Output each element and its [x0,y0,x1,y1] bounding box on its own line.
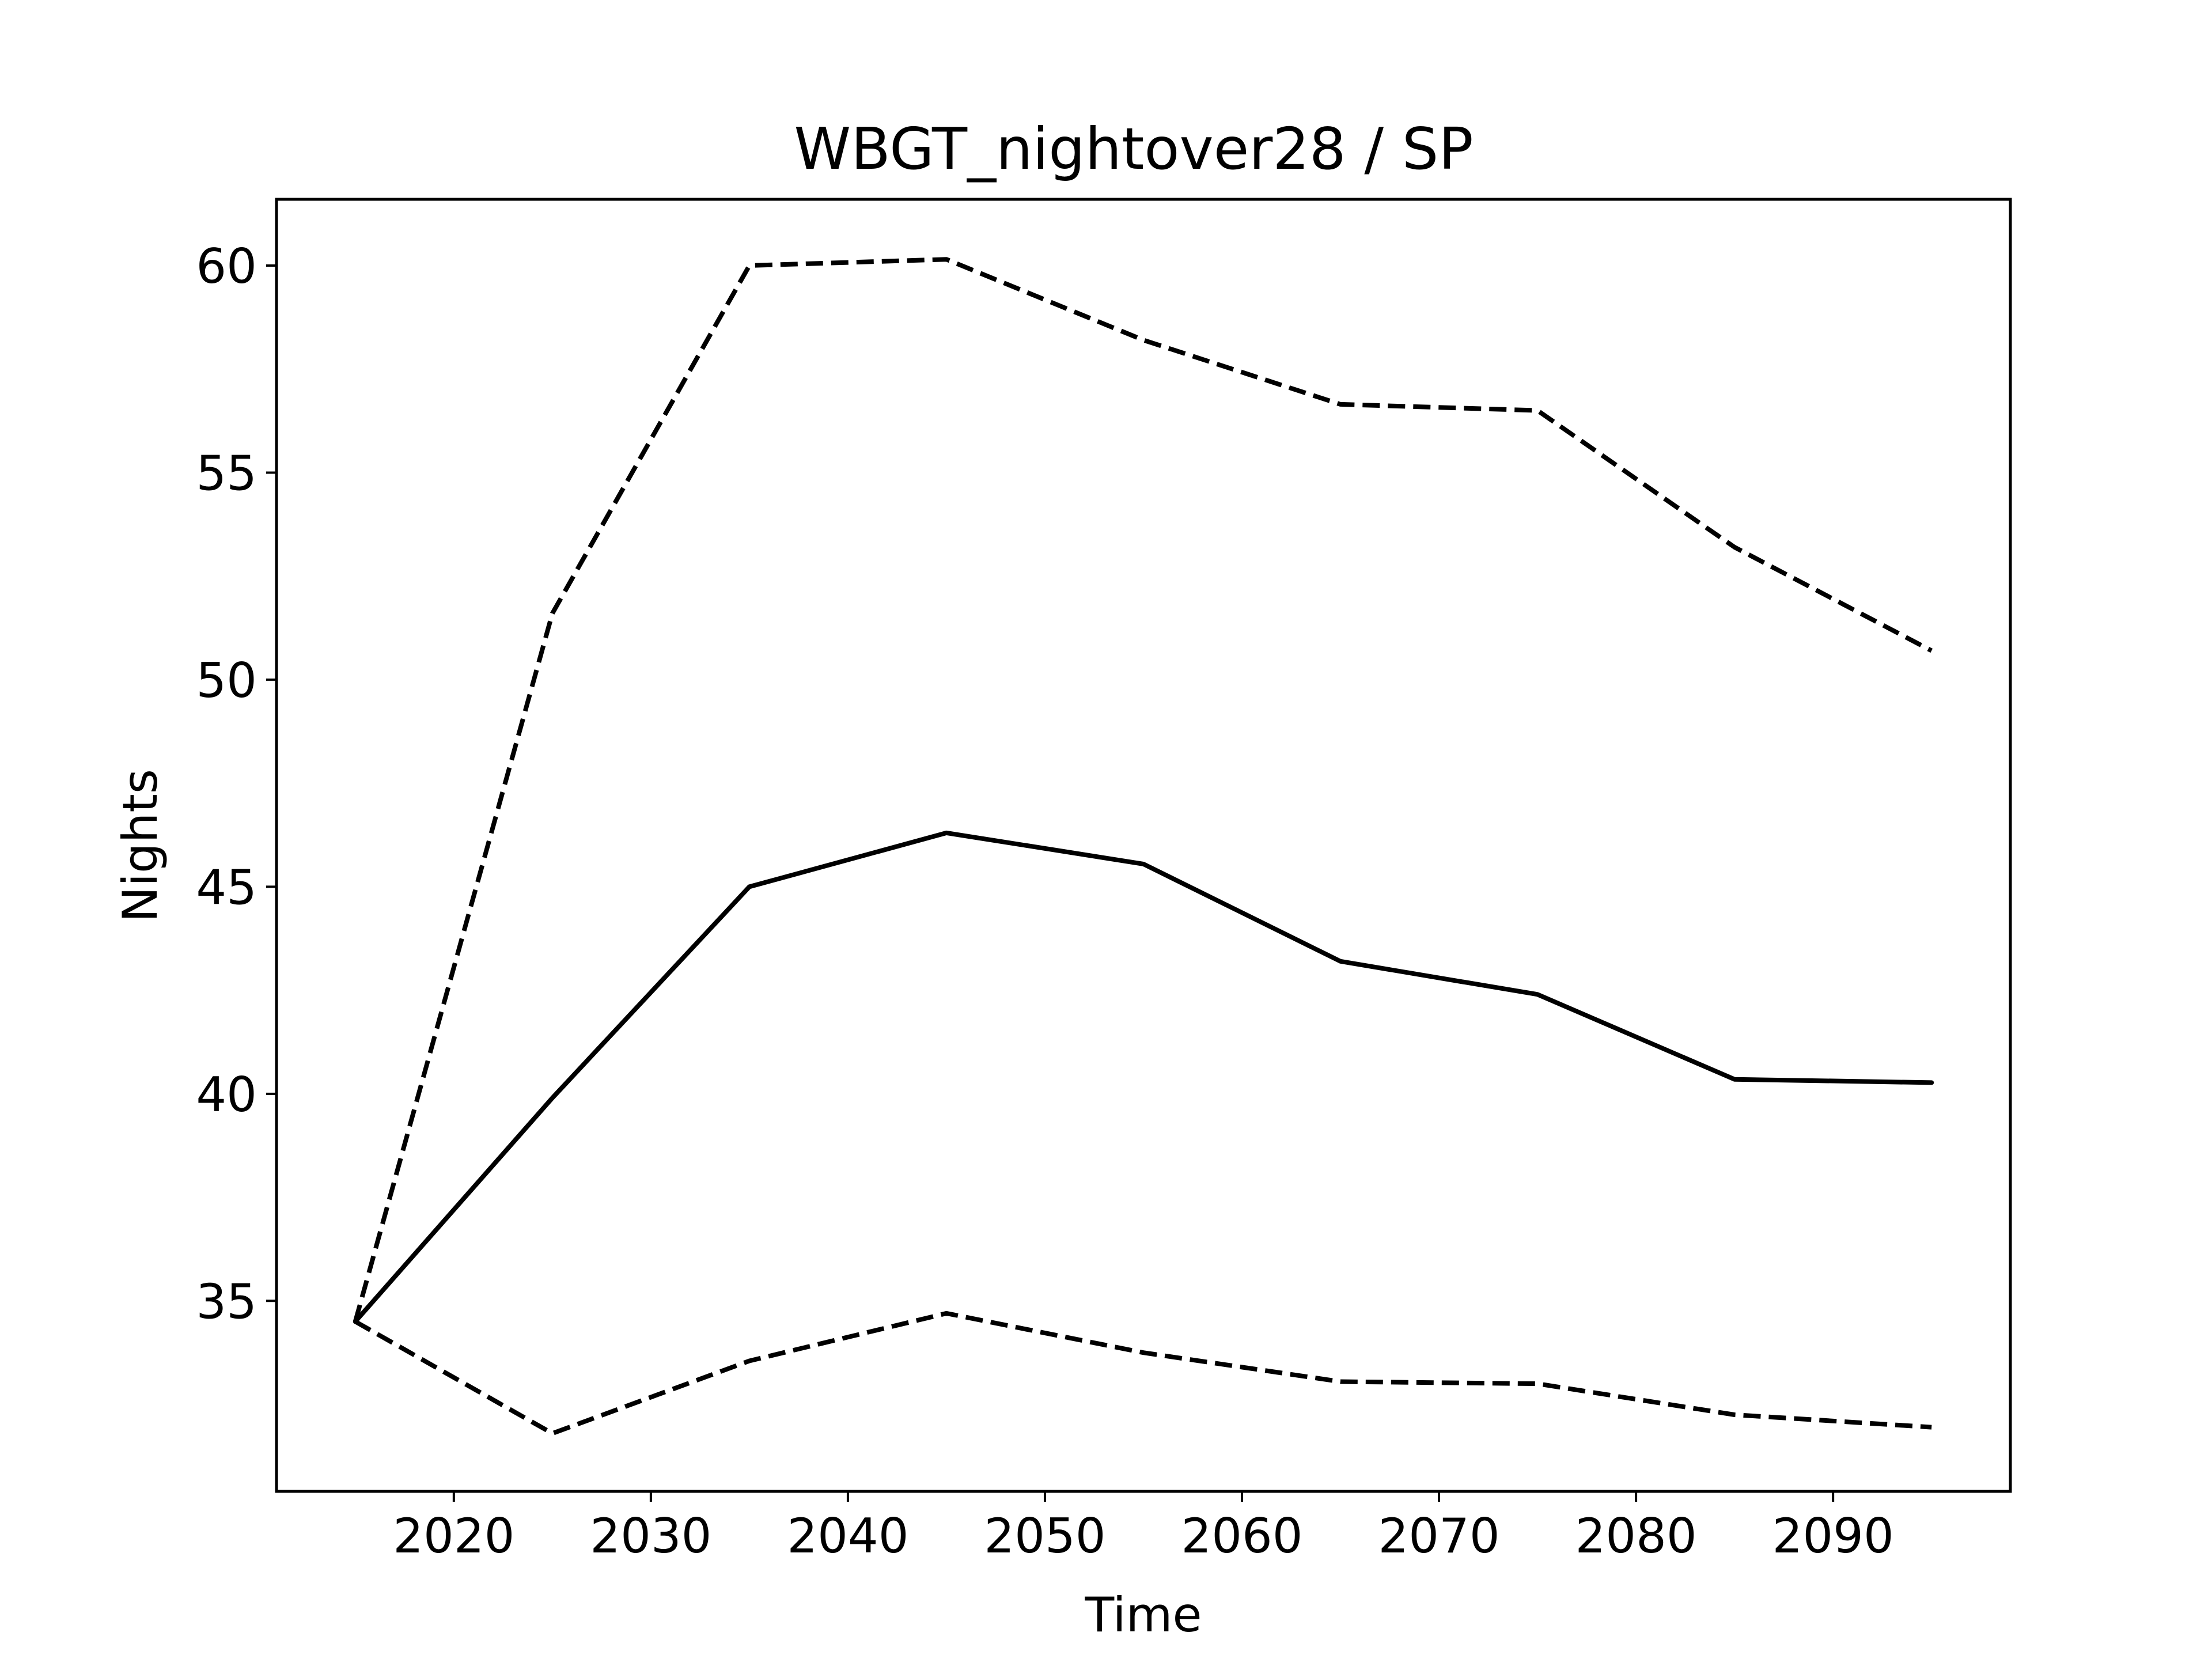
x-tick-label: 2090 [1772,1508,1894,1564]
x-axis-label: Time [1084,1587,1202,1643]
series-layer [353,257,1934,1436]
x-tick-label: 2070 [1378,1508,1499,1564]
x-tick-label: 2030 [590,1508,711,1564]
y-axis-label: Nights [112,769,168,922]
y-tick-label: 35 [196,1274,257,1330]
x-tick-label: 2020 [393,1508,514,1564]
dashed-series-line-1 [353,257,1933,1323]
x-tick-label: 2040 [787,1508,908,1564]
solid-series-line [353,830,1934,1324]
x-tick-label: 2050 [984,1508,1105,1564]
x-tick-label: 2080 [1575,1508,1696,1564]
x-tick-label: 2060 [1181,1508,1302,1564]
y-tick-label: 40 [196,1067,257,1123]
dashed-series-line-2 [354,1310,1932,1436]
y-tick-label: 45 [196,859,257,915]
chart-title: WBGT_nightover28 / SP [794,115,1473,183]
y-tick-label: 60 [196,238,257,294]
axes-layer: 2020 2030 2040 2050 2060 2070 2080 2090 35 40 45 50… [196,238,1893,1564]
y-tick-label: 50 [196,653,257,709]
y-tick-label: 55 [196,445,257,501]
plot-area-frame [275,198,2012,1493]
